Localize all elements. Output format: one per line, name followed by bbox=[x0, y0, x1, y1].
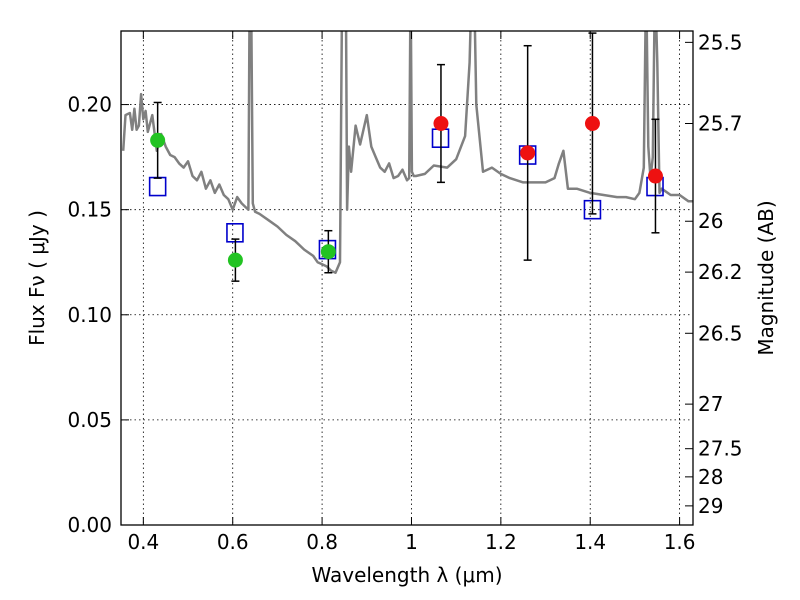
grid bbox=[121, 31, 693, 525]
right-tick-label: 28 bbox=[698, 465, 723, 489]
tick-labels: 0.4 0.6 0.8 1 1.2 1.4 1.6 0.00 0.05 0.10 0.15 0.20 2… bbox=[67, 30, 742, 554]
x-tick-label: 0.8 bbox=[306, 530, 338, 554]
data-point bbox=[647, 168, 663, 184]
data-point bbox=[150, 132, 166, 148]
right-tick-label: 26 bbox=[698, 209, 723, 233]
x-tick-label: 1 bbox=[405, 530, 418, 554]
model-square bbox=[148, 176, 167, 197]
x-tick-label: 0.4 bbox=[127, 530, 159, 554]
y-tick-label: 0.15 bbox=[67, 198, 112, 222]
x-tick-label: 0.6 bbox=[217, 530, 249, 554]
right-tick-label: 25.7 bbox=[698, 111, 743, 135]
data-point bbox=[227, 252, 243, 268]
data-point bbox=[320, 244, 336, 260]
data-point bbox=[520, 145, 536, 161]
data-point bbox=[584, 115, 600, 131]
right-tick-label: 27 bbox=[698, 392, 723, 416]
y-axis-label: Flux Fν ( μJy ) bbox=[25, 210, 49, 346]
right-tick-label: 27.5 bbox=[698, 437, 743, 461]
data-point bbox=[433, 115, 449, 131]
x-tick-label: 1.6 bbox=[664, 530, 696, 554]
plot-frame bbox=[120, 30, 694, 526]
series-2 bbox=[150, 101, 336, 282]
y-tick-label: 0.05 bbox=[67, 408, 112, 432]
x-tick-label: 1.2 bbox=[485, 530, 517, 554]
y-tick-label: 0.10 bbox=[67, 303, 112, 327]
series-0 bbox=[121, 31, 693, 274]
right-tick-label: 26.2 bbox=[698, 260, 743, 284]
spectrum-line bbox=[121, 31, 693, 274]
x-tick-label: 1.4 bbox=[574, 530, 606, 554]
y-axis-right-label: Magnitude (AB) bbox=[754, 200, 778, 355]
right-tick-label: 29 bbox=[698, 494, 723, 518]
y-tick-label: 0.20 bbox=[67, 93, 112, 117]
series-3 bbox=[433, 32, 663, 261]
y-tick-label: 0.00 bbox=[67, 513, 112, 537]
right-tick-label: 26.5 bbox=[698, 321, 743, 345]
data-layer bbox=[121, 31, 693, 282]
x-axis-label: Wavelength λ (μm) bbox=[311, 563, 502, 587]
right-tick-label: 25.5 bbox=[698, 30, 743, 54]
tick-marks bbox=[121, 31, 693, 526]
series-1 bbox=[148, 128, 664, 260]
